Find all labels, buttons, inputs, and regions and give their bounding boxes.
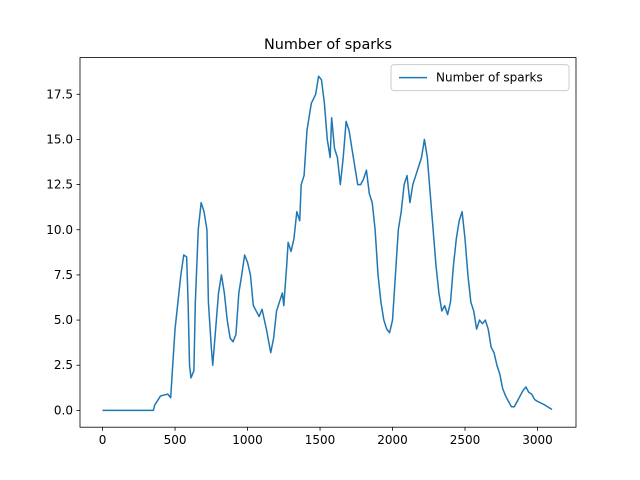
x-tick-label: 1000 — [232, 433, 263, 447]
x-tick-label: 500 — [164, 433, 187, 447]
y-tick-label: 12.5 — [46, 178, 73, 192]
y-tick-label: 2.5 — [54, 358, 73, 372]
legend-label: Number of sparks — [436, 71, 543, 85]
y-tick-label: 17.5 — [46, 87, 73, 101]
x-tick-label: 2000 — [377, 433, 408, 447]
legend-box — [390, 64, 570, 92]
chart-title: Number of sparks — [264, 37, 392, 53]
x-tick-label: 1500 — [305, 433, 336, 447]
y-tick-label: 7.5 — [54, 268, 73, 282]
y-tick-label: 15.0 — [46, 132, 73, 146]
x-tick-label: 0 — [99, 433, 107, 447]
y-tick-label: 5.0 — [54, 313, 73, 327]
x-tick-label: 2500 — [450, 433, 481, 447]
plot-frame — [79, 57, 577, 428]
data-line — [102, 75, 553, 412]
y-tick-label: 10.0 — [46, 223, 73, 237]
x-tick-label: 3000 — [522, 433, 553, 447]
y-tick-label: 0.0 — [54, 403, 73, 417]
